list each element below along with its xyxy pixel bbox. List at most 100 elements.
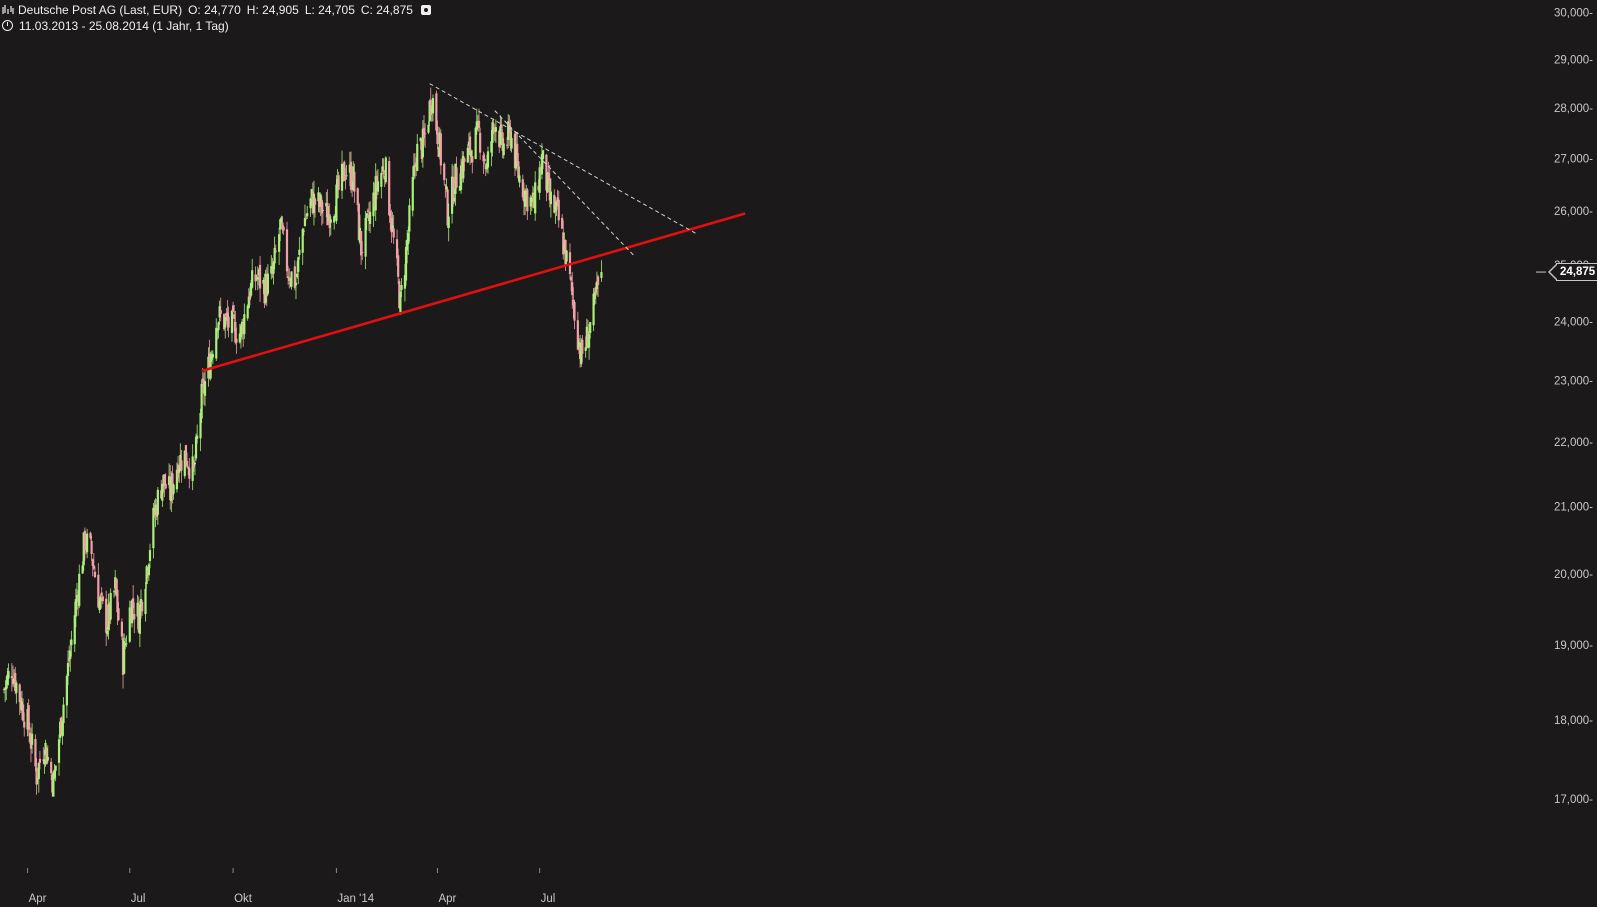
candle <box>66 650 70 686</box>
candle <box>482 151 485 174</box>
candle <box>570 275 573 292</box>
candle-body <box>169 477 172 501</box>
candle <box>352 161 355 192</box>
settings-icon[interactable] <box>420 5 431 15</box>
candle-body <box>375 175 378 188</box>
candle-body <box>576 320 579 350</box>
candle-body <box>26 708 29 730</box>
candle <box>91 558 94 577</box>
candle <box>99 594 102 610</box>
candle <box>461 150 464 183</box>
candle-body <box>351 188 354 190</box>
candle <box>20 690 24 720</box>
candle-body <box>281 222 284 230</box>
candle <box>287 265 290 285</box>
candle <box>557 190 560 228</box>
candle-body <box>508 123 511 127</box>
candle <box>398 278 401 309</box>
candle <box>571 272 574 309</box>
candle <box>399 290 402 316</box>
candle-body <box>254 274 257 282</box>
x-tick-label: Jan '14 <box>337 893 374 905</box>
candle <box>218 300 221 325</box>
candle-body <box>526 189 529 212</box>
chart-type-icon[interactable] <box>2 4 14 15</box>
candle-body <box>240 321 244 332</box>
candle <box>73 601 76 652</box>
candle <box>462 151 465 183</box>
candle-body <box>273 247 276 264</box>
candle-body <box>459 165 463 190</box>
candle-body <box>146 570 149 574</box>
candle-body <box>194 436 198 459</box>
candle <box>75 582 79 610</box>
candle-body <box>10 676 13 679</box>
candle <box>335 175 338 224</box>
candle-body <box>211 354 214 358</box>
y-tick-label: 29,000- <box>1554 55 1593 67</box>
candle <box>6 667 9 689</box>
candle <box>249 280 253 298</box>
candle <box>216 328 219 340</box>
candle-body <box>288 277 291 281</box>
candle <box>289 277 292 288</box>
candle-body <box>592 293 595 326</box>
candle <box>257 268 261 286</box>
last-price-badge: 24,875 <box>1547 263 1597 282</box>
candle-body <box>313 198 317 205</box>
candle <box>471 150 474 174</box>
candle-body <box>233 314 236 319</box>
candle-body <box>256 277 259 280</box>
candle <box>306 205 309 220</box>
candle-body <box>148 550 152 562</box>
candle-body <box>130 600 134 624</box>
candle <box>380 170 383 199</box>
candle-body <box>249 283 253 296</box>
candle-body <box>530 197 533 202</box>
candle <box>115 577 118 597</box>
candle <box>262 277 265 295</box>
candle <box>120 618 124 640</box>
candle-body <box>128 607 131 642</box>
candle-body <box>44 742 47 756</box>
candle-body <box>217 322 220 331</box>
y-tick-label: 17,000- <box>1554 794 1593 806</box>
candle <box>294 278 298 300</box>
candle <box>343 160 346 182</box>
candle-body <box>594 286 597 294</box>
candle-body <box>51 774 54 793</box>
candle-body <box>200 383 203 419</box>
candle <box>450 163 454 224</box>
candle-body <box>529 197 532 207</box>
candle <box>273 236 276 270</box>
candle <box>274 244 277 254</box>
candle-body <box>297 257 300 272</box>
candle-body <box>403 275 407 289</box>
candle-body <box>438 132 441 157</box>
candle <box>183 450 186 479</box>
candle <box>258 256 262 302</box>
candle-body <box>271 269 274 275</box>
candle-body <box>114 577 117 589</box>
candle-body <box>78 573 81 606</box>
candle <box>223 313 226 331</box>
candle-body <box>272 262 275 274</box>
candle-body <box>11 678 15 685</box>
candle-body <box>545 154 548 191</box>
candle-body <box>336 179 339 186</box>
y-tick-label: 20,000- <box>1554 569 1593 581</box>
candle-body <box>353 171 356 192</box>
candle <box>424 123 427 148</box>
candle-body <box>415 162 418 168</box>
candle <box>334 206 337 219</box>
candle <box>106 626 109 637</box>
candle-body <box>264 273 267 303</box>
candle <box>357 202 360 241</box>
candle <box>235 327 238 354</box>
candle-body <box>101 596 104 602</box>
candle <box>397 248 400 284</box>
candle-body <box>494 127 497 132</box>
candle-body <box>7 671 10 679</box>
candle <box>90 535 93 562</box>
